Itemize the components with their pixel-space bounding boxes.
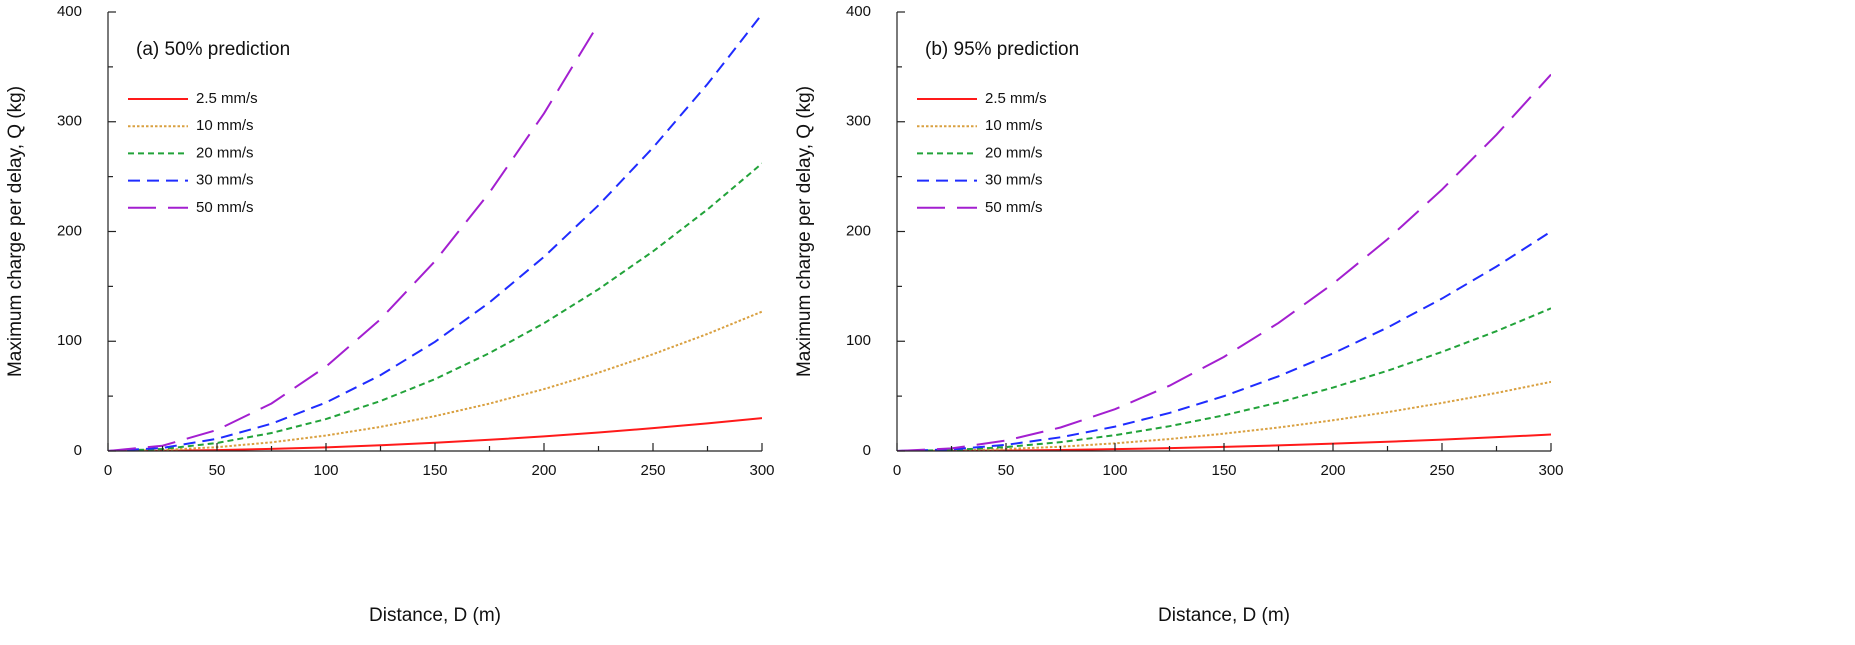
y-axis-label: Maximum charge per delay, Q (kg)	[794, 86, 815, 377]
series-line	[897, 307, 1551, 451]
x-tick-label: 50	[209, 462, 226, 479]
series-line	[897, 230, 1551, 451]
x-tick-label: 100	[1102, 462, 1127, 479]
series-line	[897, 380, 1551, 451]
x-tick-label: 200	[1320, 462, 1345, 479]
x-tick-label: 300	[1538, 462, 1563, 479]
legend-label: 50 mm/s	[196, 199, 254, 216]
legend-label: 10 mm/s	[985, 117, 1043, 134]
x-tick-label: 150	[422, 462, 447, 479]
legend-label: 30 mm/s	[985, 172, 1043, 189]
legend-label: 20 mm/s	[985, 144, 1043, 161]
x-tick-label: 150	[1211, 462, 1236, 479]
x-tick-label: 200	[531, 462, 556, 479]
x-tick-label: 0	[104, 462, 112, 479]
y-tick-label: 0	[74, 442, 82, 459]
panel-annotation: (b) 95% prediction	[925, 39, 1079, 60]
plot-area	[108, 13, 762, 451]
y-tick-label: 300	[846, 113, 871, 130]
series-line	[108, 23, 600, 451]
x-tick-label: 100	[313, 462, 338, 479]
series-line	[108, 162, 762, 451]
y-tick-label: 0	[863, 442, 871, 459]
x-tick-label: 300	[749, 462, 774, 479]
legend-label: 2.5 mm/s	[985, 90, 1047, 107]
legend-label: 10 mm/s	[196, 117, 254, 134]
y-tick-label: 100	[57, 332, 82, 349]
legend-label: 30 mm/s	[196, 172, 254, 189]
legend-label: 50 mm/s	[985, 199, 1043, 216]
x-tick-label: 50	[998, 462, 1015, 479]
y-axis-label: Maximum charge per delay, Q (kg)	[5, 86, 26, 377]
y-tick-label: 300	[57, 113, 82, 130]
y-tick-label: 200	[57, 222, 82, 239]
y-tick-label: 100	[846, 332, 871, 349]
legend-label: 20 mm/s	[196, 144, 254, 161]
x-tick-label: 0	[893, 462, 901, 479]
x-tick-label: 250	[640, 462, 665, 479]
series-line	[108, 310, 762, 451]
x-tick-label: 250	[1429, 462, 1454, 479]
y-tick-label: 400	[57, 3, 82, 20]
x-axis-label: Distance, D (m)	[1158, 605, 1290, 626]
panel-annotation: (a) 50% prediction	[136, 39, 290, 60]
series-line	[897, 73, 1551, 451]
legend-label: 2.5 mm/s	[196, 90, 258, 107]
y-tick-label: 200	[846, 222, 871, 239]
x-axis-label: Distance, D (m)	[369, 605, 501, 626]
series-line	[108, 13, 762, 451]
y-tick-label: 400	[846, 3, 871, 20]
